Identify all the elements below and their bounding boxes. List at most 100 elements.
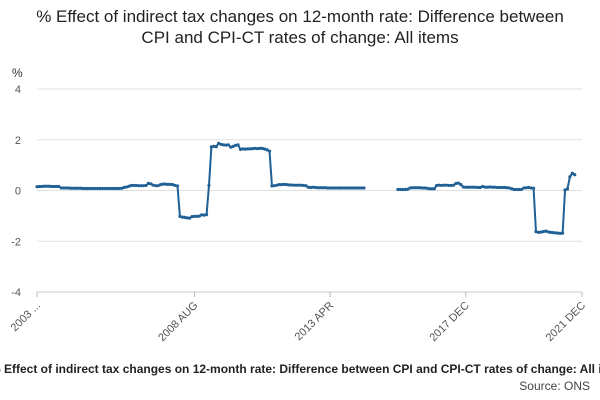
data-point xyxy=(100,186,104,191)
data-point xyxy=(243,147,247,151)
data-point xyxy=(396,187,400,192)
chart-title: % Effect of indirect tax changes on 12-m… xyxy=(36,7,564,47)
data-point xyxy=(234,143,238,147)
data-point xyxy=(236,143,240,147)
data-point xyxy=(505,186,509,190)
data-point xyxy=(49,184,54,189)
data-point xyxy=(536,230,541,234)
data-point xyxy=(510,187,514,191)
data-point xyxy=(246,147,250,151)
data-point xyxy=(357,186,361,190)
data-point xyxy=(408,186,412,190)
data-point xyxy=(345,186,349,190)
data-point xyxy=(37,184,42,189)
data-point xyxy=(127,184,131,188)
data-point xyxy=(352,186,356,190)
data-point xyxy=(42,184,46,188)
data-point xyxy=(318,186,322,190)
data-point xyxy=(478,185,482,190)
data-point xyxy=(103,186,107,191)
data-point xyxy=(323,186,327,190)
data-point xyxy=(93,186,97,191)
series-line xyxy=(397,172,576,235)
data-point xyxy=(548,230,553,234)
data-point xyxy=(284,183,289,187)
x-tick-label: 2021 DEC xyxy=(544,300,588,344)
data-point xyxy=(122,185,126,190)
data-point xyxy=(125,185,129,189)
data-point xyxy=(163,182,167,186)
data-point xyxy=(415,186,419,190)
data-point xyxy=(57,184,61,189)
data-point xyxy=(178,214,182,218)
data-point xyxy=(403,187,407,192)
data-point xyxy=(120,186,124,190)
data-point xyxy=(321,186,325,190)
series-line xyxy=(36,142,364,220)
data-point xyxy=(355,186,359,190)
data-point xyxy=(401,187,405,192)
data-point xyxy=(188,216,192,220)
data-point xyxy=(333,186,337,190)
data-point xyxy=(309,185,313,190)
x-tick-label: 2008 AUG xyxy=(156,300,200,344)
data-point xyxy=(289,183,293,187)
data-point xyxy=(517,187,521,192)
data-point xyxy=(265,148,269,152)
data-point xyxy=(59,186,63,190)
data-point xyxy=(280,183,284,187)
data-point xyxy=(476,185,480,190)
data-point xyxy=(154,184,158,188)
data-point xyxy=(410,186,415,190)
data-point xyxy=(253,146,257,150)
data-point xyxy=(359,186,364,190)
y-unit-label: % xyxy=(12,66,23,80)
data-point xyxy=(447,183,451,188)
data-point xyxy=(151,183,155,187)
data-point xyxy=(524,186,528,190)
y-tick-label: -2 xyxy=(11,236,21,248)
data-point xyxy=(282,182,286,187)
data-point xyxy=(197,214,201,218)
data-point xyxy=(255,147,260,151)
x-axis-title: % Effect of indirect tax changes on 12-m… xyxy=(0,362,600,376)
data-point xyxy=(471,185,475,189)
data-point xyxy=(226,143,230,147)
data-point xyxy=(214,145,218,149)
data-point xyxy=(200,213,204,217)
data-point xyxy=(45,184,49,188)
chart-footer: % Effect of indirect tax changes on 12-m… xyxy=(0,362,600,400)
data-point xyxy=(425,186,429,190)
data-point xyxy=(544,229,548,233)
data-point xyxy=(539,230,543,234)
data-point xyxy=(250,147,255,151)
data-point xyxy=(568,175,572,179)
data-point xyxy=(427,187,431,191)
data-point xyxy=(420,186,424,190)
data-point xyxy=(500,185,504,190)
data-point xyxy=(534,230,538,234)
data-point xyxy=(180,215,184,219)
data-point xyxy=(139,184,143,188)
data-point xyxy=(166,182,170,187)
data-point xyxy=(328,186,332,190)
data-point xyxy=(221,143,226,147)
data-point xyxy=(195,214,199,218)
data-point xyxy=(149,182,153,186)
data-point xyxy=(485,185,490,189)
data-point xyxy=(483,185,487,189)
data-point xyxy=(413,186,417,190)
y-tick-label: 0 xyxy=(15,186,21,198)
data-point xyxy=(449,183,453,188)
data-point xyxy=(202,213,206,217)
data-point xyxy=(299,183,303,187)
data-point xyxy=(350,186,354,190)
data-point xyxy=(129,183,134,188)
x-tick-label: 2003 ... xyxy=(9,300,43,334)
data-point xyxy=(347,186,352,190)
y-tick-label: -4 xyxy=(11,287,21,299)
data-point xyxy=(132,183,136,188)
data-point xyxy=(35,185,39,189)
data-point xyxy=(444,183,448,187)
data-point xyxy=(171,183,175,187)
